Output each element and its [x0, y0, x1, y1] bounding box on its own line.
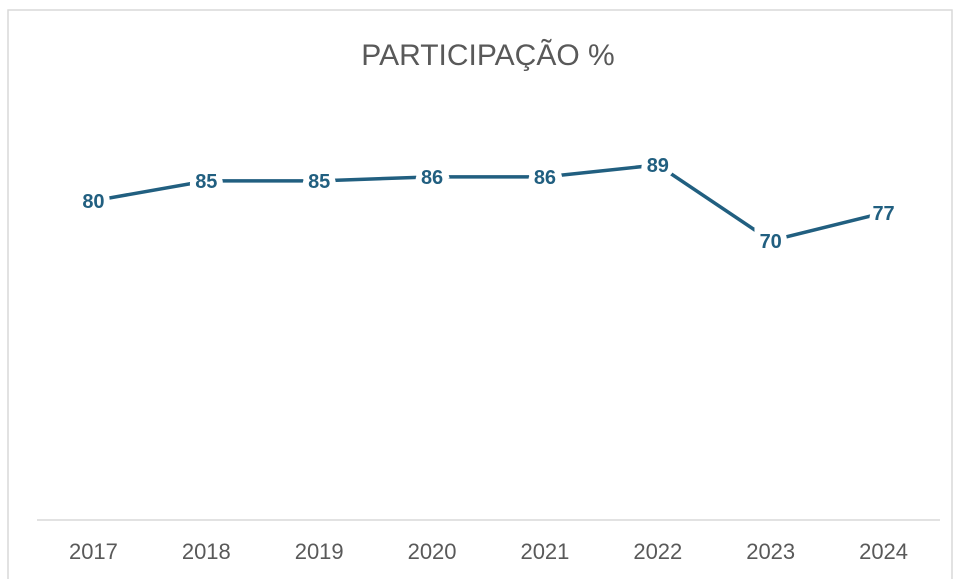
chart-title: PARTICIPAÇÃO %	[361, 38, 614, 72]
line	[93, 163, 884, 243]
data-label: 86	[534, 167, 556, 189]
data-label: 89	[647, 155, 669, 177]
x-tick-label: 2022	[633, 539, 682, 564]
x-tick-label: 2020	[408, 539, 457, 564]
x-tick-label: 2018	[182, 539, 231, 564]
data-label: 86	[421, 167, 443, 189]
data-label: 80	[82, 191, 104, 213]
x-tick-label: 2021	[520, 539, 569, 564]
data-label: 70	[760, 231, 782, 253]
data-label: 85	[195, 171, 217, 193]
chart-border	[7, 9, 953, 579]
x-tick-label: 2019	[295, 539, 344, 564]
data-label: 85	[308, 171, 330, 193]
x-tick-label: 2017	[69, 539, 118, 564]
x-tick-label: 2024	[859, 539, 908, 564]
x-tick-label: 2023	[746, 539, 795, 564]
data-label: 77	[872, 203, 894, 225]
